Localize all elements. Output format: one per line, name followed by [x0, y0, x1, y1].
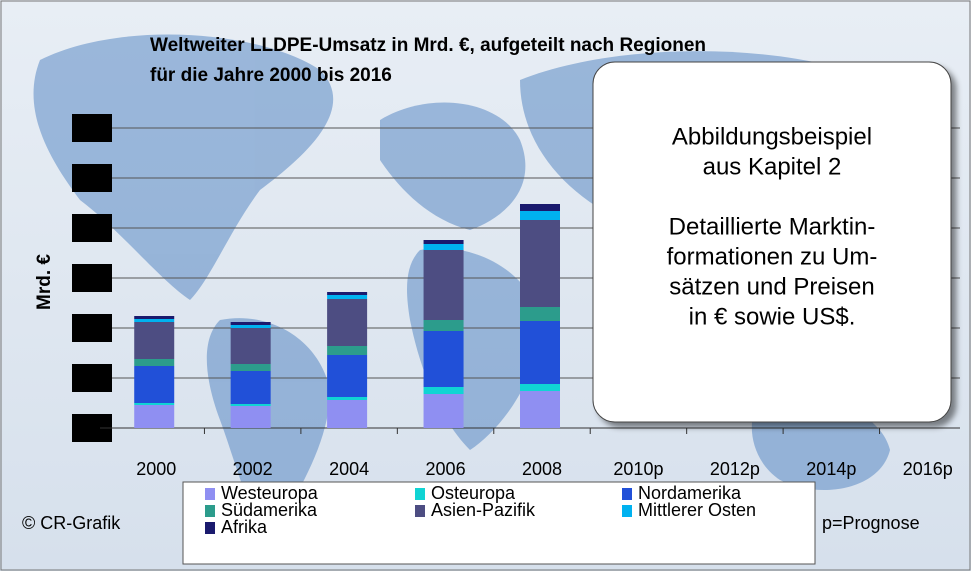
bar-segment: [327, 400, 368, 428]
bar-segment: [423, 244, 464, 250]
legend-label: Afrika: [221, 517, 268, 537]
y-tick-mask: [72, 364, 112, 392]
bar-segment: [230, 322, 271, 325]
x-tick-label: 2002: [233, 459, 273, 479]
bar-segment: [230, 406, 271, 428]
callout-line: Detaillierte Marktin-: [669, 213, 876, 240]
bar-segment: [327, 292, 368, 295]
y-tick-mask: [72, 164, 112, 192]
bar-segment: [134, 316, 175, 319]
bar-segment: [423, 240, 464, 244]
chart-subtitle: für die Jahre 2000 bis 2016: [150, 65, 392, 86]
x-tick-label: 2012p: [710, 459, 760, 479]
bar-segment: [134, 403, 175, 405]
chart-title: Weltweiter LLDPE-Umsatz in Mrd. €, aufge…: [150, 35, 706, 56]
bar-segment: [423, 320, 464, 331]
y-tick-mask: [72, 264, 112, 292]
callout-line: sätzen und Preisen: [669, 273, 874, 300]
callout-text: Abbildungsbeispiel aus Kapitel 2 Detaillie…: [667, 123, 878, 330]
bar-segment: [230, 325, 271, 328]
callout-line: in € sowie US$.: [689, 303, 856, 330]
bar-segment: [520, 204, 560, 211]
callout-line: aus Kapitel 2: [703, 153, 842, 180]
legend-swatch: [622, 488, 632, 500]
bar-segment: [327, 295, 368, 299]
bar-segment: [134, 359, 175, 366]
legend-label: Westeuropa: [221, 483, 319, 503]
bar-segment: [520, 321, 560, 384]
legend-label: Südamerika: [221, 500, 318, 520]
y-axis-label: Mrd. €: [34, 254, 55, 310]
bar-segment: [423, 331, 464, 387]
credit: © CR-Grafik: [22, 513, 121, 533]
bar-segment: [520, 391, 560, 428]
legend: [182, 481, 816, 565]
bar-segment: [230, 328, 271, 364]
x-tick-label: 2008: [522, 459, 562, 479]
x-tick-label: 2010p: [613, 459, 663, 479]
legend-label: Asien-Pazifik: [431, 500, 536, 520]
bar-segment: [520, 307, 560, 321]
legend-swatch: [205, 522, 215, 534]
callout-line: formationen zu Um-: [667, 243, 878, 270]
y-tick-mask: [72, 214, 112, 242]
y-tick-mask: [72, 314, 112, 342]
bar-segment: [327, 346, 368, 355]
x-tick-label: 2016p: [903, 459, 953, 479]
bar-segment: [327, 397, 368, 400]
bar-segment: [520, 211, 560, 220]
legend-items: Westeuropa Osteuropa Nordamerika Südamerika…: [205, 483, 756, 537]
x-tick-label: 2014p: [806, 459, 856, 479]
note: p=Prognose: [822, 513, 920, 533]
callout-box: [592, 61, 952, 423]
legend-swatch: [415, 488, 425, 500]
legend-label: Mittlerer Osten: [638, 500, 756, 520]
bar-segment: [423, 250, 464, 320]
callout-line: Abbildungsbeispiel: [672, 123, 872, 150]
x-tick-label: 2004: [329, 459, 369, 479]
legend-swatch: [415, 505, 425, 517]
legend-label: Osteuropa: [431, 483, 516, 503]
bar-segment: [520, 220, 560, 307]
bar-segment: [520, 384, 560, 391]
x-tick-label: 2006: [426, 459, 466, 479]
bar-segment: [230, 404, 271, 406]
bar-segment: [423, 394, 464, 428]
x-tick-label: 2000: [136, 459, 176, 479]
legend-swatch: [205, 488, 215, 500]
bar-segment: [230, 364, 271, 371]
y-tick-mask: [72, 114, 112, 142]
legend-label: Nordamerika: [638, 483, 742, 503]
plot: 2000 2002 2004 2006 2008 2010p 2012p 2014p 2016p: [72, 114, 960, 479]
bar-segment: [134, 405, 175, 428]
bar-segment: [327, 299, 368, 346]
bar-segment: [230, 371, 271, 404]
bar-segment: [134, 319, 175, 322]
bar-segment: [134, 366, 175, 403]
legend-swatch: [622, 505, 632, 517]
legend-swatch: [205, 505, 215, 517]
bar-segment: [327, 355, 368, 397]
bar-segment: [134, 322, 175, 359]
bar-segment: [423, 387, 464, 394]
